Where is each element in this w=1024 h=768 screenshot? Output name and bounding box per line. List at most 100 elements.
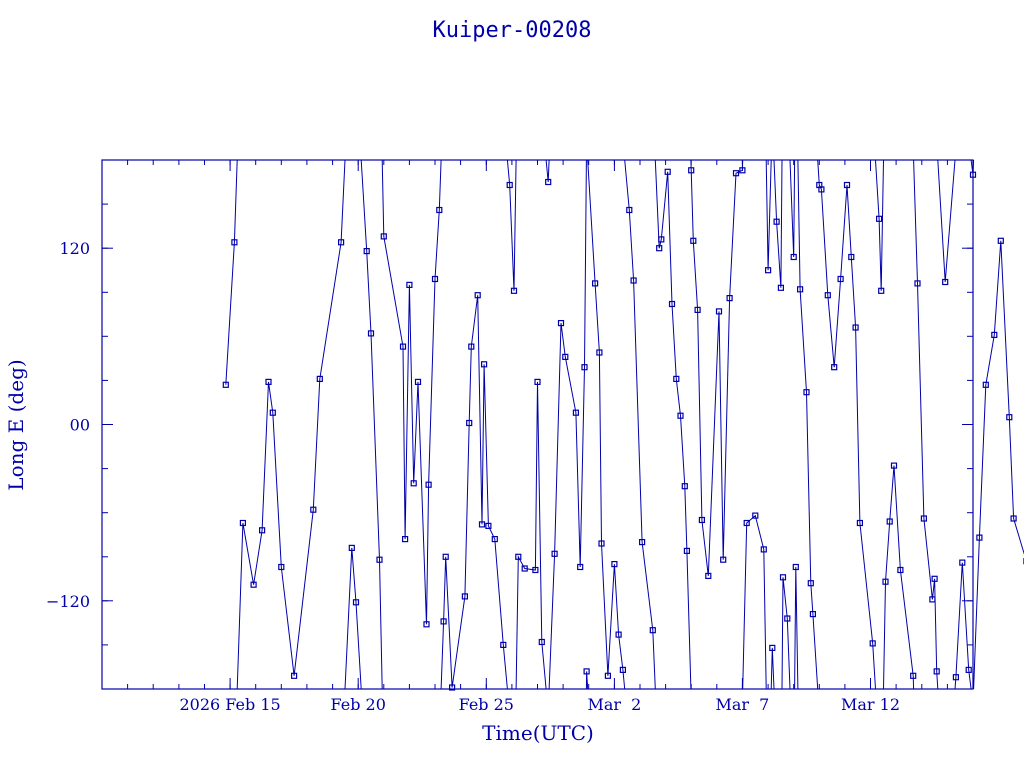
data-point xyxy=(591,280,599,287)
data-point xyxy=(414,378,422,385)
series-layer xyxy=(222,159,1024,691)
data-point xyxy=(773,218,780,225)
data-point xyxy=(500,641,507,649)
data-point xyxy=(910,672,917,679)
data-point xyxy=(348,544,355,552)
chart-title: Kuiper-00208 xyxy=(433,18,592,43)
data-point xyxy=(611,560,618,568)
data-point xyxy=(1006,414,1013,421)
data-point xyxy=(760,546,767,553)
data-point xyxy=(376,556,383,563)
data-point xyxy=(478,521,486,528)
data-point xyxy=(769,644,776,652)
data-point xyxy=(581,364,588,371)
data-point xyxy=(402,535,409,543)
data-point xyxy=(942,278,949,286)
data-point xyxy=(338,239,345,246)
data-point xyxy=(630,277,637,284)
data-point xyxy=(278,563,285,571)
data-point xyxy=(752,512,759,519)
data-point xyxy=(1010,515,1017,522)
data-point xyxy=(831,364,838,371)
data-point xyxy=(596,349,603,356)
data-point xyxy=(638,538,646,546)
data-point xyxy=(534,378,541,385)
data-point xyxy=(843,181,851,189)
data-point xyxy=(856,519,864,527)
data-point xyxy=(965,666,972,674)
data-point xyxy=(440,618,447,625)
data-point xyxy=(239,519,246,527)
data-point xyxy=(997,237,1004,244)
data-point xyxy=(784,615,791,622)
data-point xyxy=(796,286,804,293)
data-point xyxy=(431,275,439,283)
data-point xyxy=(698,516,706,524)
y-axis-label: Long E (deg) xyxy=(4,359,28,490)
data-point xyxy=(406,281,413,288)
data-point xyxy=(959,559,966,566)
data-point xyxy=(583,668,590,675)
x-tick-label: Feb 20 xyxy=(331,695,386,714)
data-point xyxy=(933,668,940,675)
data-point xyxy=(461,593,468,600)
data-point xyxy=(562,353,569,360)
data-point xyxy=(545,178,552,186)
data-point xyxy=(352,599,360,606)
data-point xyxy=(466,419,473,427)
data-point xyxy=(442,553,449,560)
data-point xyxy=(764,267,772,274)
data-point xyxy=(423,621,430,628)
data-point xyxy=(619,666,627,674)
data-point xyxy=(468,343,475,350)
data-point xyxy=(976,534,983,541)
data-point xyxy=(604,672,612,679)
data-point xyxy=(557,320,565,327)
data-point xyxy=(818,186,825,193)
data-point xyxy=(991,331,998,338)
data-point xyxy=(982,381,989,388)
data-point xyxy=(807,580,814,587)
data-point xyxy=(890,462,898,469)
y-tick-label: 00 xyxy=(70,416,90,435)
data-point xyxy=(380,233,387,240)
data-point xyxy=(515,553,522,560)
data-point xyxy=(852,324,859,331)
data-point xyxy=(681,483,688,490)
data-point xyxy=(683,547,691,555)
data-point xyxy=(952,674,960,681)
data-point xyxy=(715,308,723,315)
data-point xyxy=(231,239,238,246)
data-point xyxy=(649,627,656,634)
data-point xyxy=(777,284,785,291)
y-tick-label: −120 xyxy=(46,592,90,611)
data-point xyxy=(743,519,750,527)
data-point xyxy=(694,306,701,313)
data-point xyxy=(658,236,665,243)
data-point xyxy=(265,378,272,385)
data-point xyxy=(577,563,584,571)
data-point xyxy=(668,300,676,308)
data-point xyxy=(869,640,876,647)
plot-area xyxy=(101,159,1024,691)
data-point xyxy=(222,381,229,388)
x-tick-label: Mar 7 xyxy=(715,695,769,714)
data-point xyxy=(506,181,513,189)
data-point xyxy=(656,245,663,252)
data-point xyxy=(705,572,712,580)
data-point xyxy=(551,550,558,557)
data-point xyxy=(920,515,928,522)
data-point xyxy=(449,684,456,691)
data-point xyxy=(310,506,317,513)
data-point xyxy=(510,287,518,294)
data-point xyxy=(803,389,810,396)
data-point xyxy=(779,574,787,581)
data-point xyxy=(720,556,727,563)
data-point xyxy=(878,287,885,294)
tick-layer xyxy=(102,160,973,689)
data-point xyxy=(485,522,492,530)
data-point xyxy=(481,361,488,368)
data-point xyxy=(790,253,797,261)
data-point xyxy=(399,343,407,350)
data-point xyxy=(538,638,545,646)
